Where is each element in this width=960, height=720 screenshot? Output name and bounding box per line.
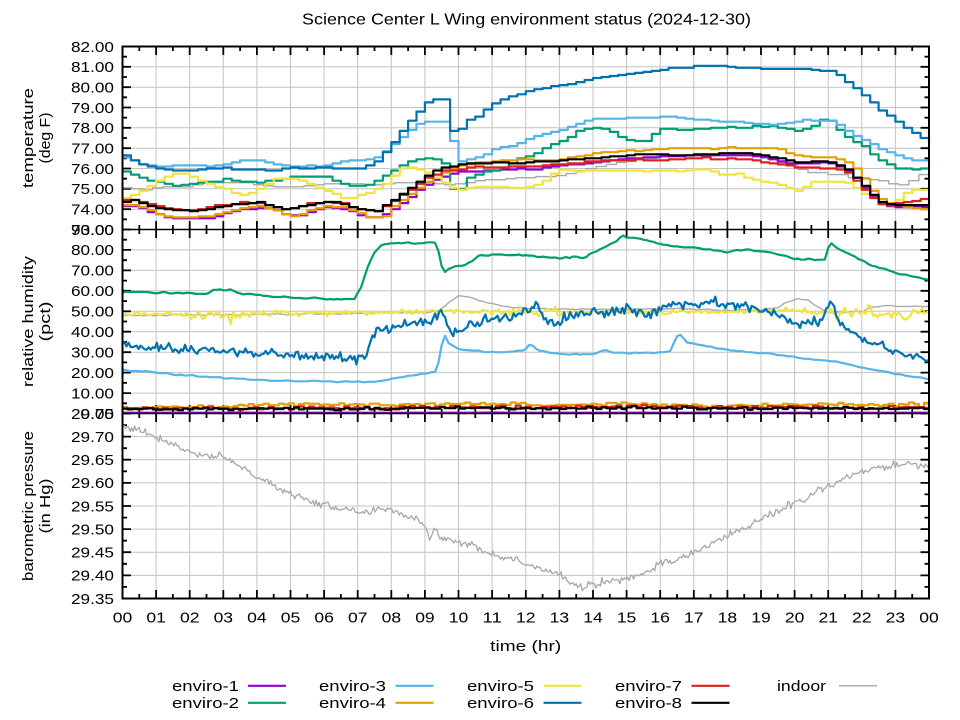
svg-text:20: 20 bbox=[785, 610, 805, 627]
svg-text:18: 18 bbox=[718, 610, 738, 627]
svg-text:29.45: 29.45 bbox=[71, 545, 114, 562]
svg-text:75.00: 75.00 bbox=[71, 181, 114, 198]
svg-text:21: 21 bbox=[818, 610, 838, 627]
svg-text:(in Hg): (in Hg) bbox=[37, 479, 54, 534]
svg-text:relative humidity: relative humidity bbox=[20, 255, 37, 387]
svg-text:enviro-6: enviro-6 bbox=[467, 695, 534, 712]
svg-text:29.35: 29.35 bbox=[71, 591, 114, 608]
svg-text:29.60: 29.60 bbox=[71, 475, 114, 492]
svg-text:29.65: 29.65 bbox=[71, 452, 114, 469]
svg-text:16: 16 bbox=[650, 610, 670, 627]
svg-text:04: 04 bbox=[247, 610, 267, 627]
svg-text:29.70: 29.70 bbox=[71, 429, 114, 446]
svg-text:enviro-4: enviro-4 bbox=[319, 695, 386, 712]
svg-text:09: 09 bbox=[415, 610, 435, 627]
svg-text:00: 00 bbox=[113, 610, 133, 627]
svg-text:78.00: 78.00 bbox=[71, 120, 114, 137]
svg-text:Science Center L Wing environm: Science Center L Wing environment status… bbox=[302, 12, 751, 29]
svg-text:indoor: indoor bbox=[777, 678, 826, 695]
svg-text:08: 08 bbox=[382, 610, 402, 627]
svg-text:79.00: 79.00 bbox=[71, 100, 114, 117]
svg-text:(deg F): (deg F) bbox=[37, 113, 54, 164]
svg-text:enviro-3: enviro-3 bbox=[319, 678, 386, 695]
svg-text:14: 14 bbox=[583, 610, 603, 627]
svg-text:barometric pressure: barometric pressure bbox=[20, 431, 37, 581]
svg-text:22: 22 bbox=[852, 610, 872, 627]
svg-text:02: 02 bbox=[180, 610, 200, 627]
svg-text:70.00: 70.00 bbox=[71, 263, 114, 280]
svg-text:time (hr): time (hr) bbox=[490, 638, 561, 655]
svg-text:29.50: 29.50 bbox=[71, 521, 114, 538]
svg-text:enviro-1: enviro-1 bbox=[172, 678, 239, 695]
svg-text:11: 11 bbox=[482, 610, 502, 627]
svg-text:23: 23 bbox=[886, 610, 906, 627]
svg-text:81.00: 81.00 bbox=[71, 59, 114, 76]
svg-text:07: 07 bbox=[348, 610, 368, 627]
svg-text:(pct): (pct) bbox=[37, 301, 54, 341]
svg-text:enviro-8: enviro-8 bbox=[615, 695, 682, 712]
svg-text:17: 17 bbox=[684, 610, 704, 627]
svg-text:29.55: 29.55 bbox=[71, 498, 114, 515]
svg-text:29.75: 29.75 bbox=[71, 406, 114, 423]
svg-text:82.00: 82.00 bbox=[71, 39, 114, 56]
svg-text:10.00: 10.00 bbox=[71, 385, 114, 402]
svg-text:00: 00 bbox=[919, 610, 939, 627]
svg-text:05: 05 bbox=[281, 610, 301, 627]
svg-text:80.00: 80.00 bbox=[71, 79, 114, 96]
svg-text:90.00: 90.00 bbox=[71, 222, 114, 239]
svg-text:30.00: 30.00 bbox=[71, 344, 114, 361]
svg-text:77.00: 77.00 bbox=[71, 140, 114, 157]
svg-text:20.00: 20.00 bbox=[71, 365, 114, 382]
svg-text:01: 01 bbox=[146, 610, 166, 627]
svg-text:0.00: 0.00 bbox=[81, 406, 115, 423]
svg-text:80.00: 80.00 bbox=[71, 242, 114, 259]
svg-text:74.00: 74.00 bbox=[71, 201, 114, 218]
svg-text:40.00: 40.00 bbox=[71, 324, 114, 341]
svg-text:29.40: 29.40 bbox=[71, 568, 114, 585]
svg-text:12: 12 bbox=[516, 610, 536, 627]
svg-text:76.00: 76.00 bbox=[71, 161, 114, 178]
svg-text:06: 06 bbox=[314, 610, 334, 627]
svg-text:enviro-7: enviro-7 bbox=[615, 678, 682, 695]
svg-text:19: 19 bbox=[751, 610, 771, 627]
svg-text:15: 15 bbox=[617, 610, 637, 627]
svg-text:10: 10 bbox=[449, 610, 469, 627]
svg-text:temperature: temperature bbox=[20, 88, 37, 188]
svg-text:03: 03 bbox=[214, 610, 234, 627]
svg-text:60.00: 60.00 bbox=[71, 283, 114, 300]
svg-text:50.00: 50.00 bbox=[71, 304, 114, 321]
svg-text:13: 13 bbox=[550, 610, 570, 627]
svg-text:73.00: 73.00 bbox=[71, 222, 114, 239]
svg-text:enviro-5: enviro-5 bbox=[467, 678, 534, 695]
svg-text:enviro-2: enviro-2 bbox=[172, 695, 239, 712]
